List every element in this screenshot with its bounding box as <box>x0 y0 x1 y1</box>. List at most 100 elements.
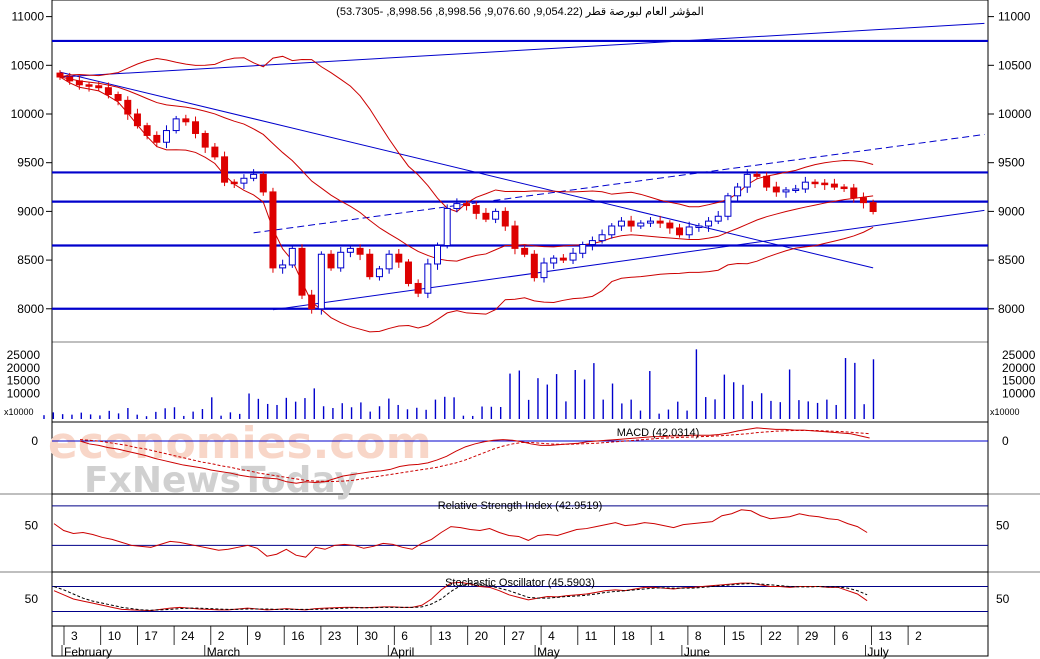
candle-body <box>530 253 538 279</box>
rsi-line <box>53 509 868 558</box>
date-tick-label: 9 <box>255 629 262 643</box>
candle-body <box>308 294 316 310</box>
date-tick-label: 13 <box>878 629 892 643</box>
date-tick-label: 2 <box>218 629 225 643</box>
candle-body <box>153 134 161 143</box>
candle-body <box>598 234 606 242</box>
candle-body <box>279 264 287 269</box>
candle-body <box>646 220 654 224</box>
volume-tick-label-left: 25000 <box>7 348 41 362</box>
candle-body <box>395 253 403 263</box>
date-tick-label: 18 <box>622 629 636 643</box>
date-axis-frame <box>51 625 989 657</box>
stochastic-tick-label-right: 50 <box>996 592 1010 606</box>
price-tick-label-left: 10500 <box>11 58 45 72</box>
candle-body <box>714 215 722 222</box>
candle-body <box>211 146 219 158</box>
stochastic-pct-K-line <box>53 581 868 612</box>
candle-body <box>482 212 490 220</box>
price-tick-label-left: 8000 <box>17 302 44 316</box>
date-tick-label: 3 <box>71 629 78 643</box>
watermark: economies.com FxNewsToday <box>48 418 432 501</box>
candle-body <box>250 173 258 179</box>
candle-body <box>201 132 209 148</box>
date-tick-label: 6 <box>842 629 849 643</box>
volume-tick-label-left: 15000 <box>7 374 41 388</box>
trendline <box>59 71 874 269</box>
candle-body <box>821 182 829 186</box>
candle-body <box>772 186 780 193</box>
rsi-title: Relative Strength Index (42.9519) <box>438 500 603 512</box>
candle-body <box>608 225 616 236</box>
volume-tick-label-left: 20000 <box>7 361 41 375</box>
candle-body <box>637 222 645 227</box>
candle-body <box>143 125 151 136</box>
candle-body <box>443 207 451 246</box>
candle-body <box>559 257 567 261</box>
candle-body <box>801 181 809 190</box>
macd-tick-label-right: 0 <box>1002 434 1009 448</box>
macd-tick-label-left: 0 <box>31 434 38 448</box>
bollinger-upper <box>59 55 874 213</box>
price-tick-label-right: 9000 <box>998 204 1025 218</box>
chart-title: المؤشر العام لبورصة قطر (9,054.22, 9,076… <box>336 6 704 18</box>
macd-title: MACD (42.0314) <box>617 427 700 439</box>
date-tick-label: 16 <box>291 629 305 643</box>
price-panel-frame <box>51 0 989 423</box>
date-tick-label: 23 <box>328 629 342 643</box>
stochastic-tick-label-left: 50 <box>25 592 39 606</box>
stochastic-pct-D-line <box>53 582 868 611</box>
candle-body <box>569 252 577 261</box>
month-label: June <box>684 645 710 659</box>
candle-body <box>95 85 103 89</box>
date-tick-label: 2 <box>915 629 922 643</box>
candle-body <box>114 94 122 101</box>
candle-body <box>666 222 674 229</box>
price-tick-label-right: 8500 <box>998 253 1025 267</box>
candle-body <box>356 247 364 255</box>
candle-body <box>327 253 335 269</box>
candle-body <box>221 156 229 183</box>
candle-body <box>434 244 442 265</box>
date-tick-label: 11 <box>585 629 598 643</box>
date-tick-label: 15 <box>732 629 746 643</box>
candle-body <box>375 268 383 278</box>
candle-body <box>317 253 325 310</box>
volume-tick-label-left: 10000 <box>7 386 41 400</box>
candle-body <box>472 205 480 214</box>
candle-body <box>230 181 238 185</box>
price-tick-label-right: 10500 <box>998 58 1032 72</box>
volume-tick-label-right: 20000 <box>1002 361 1036 375</box>
candle-body <box>240 177 248 184</box>
candle-body <box>133 113 141 127</box>
date-tick-label: 13 <box>438 629 452 643</box>
month-label: July <box>867 645 888 659</box>
volume-tick-label-right: 15000 <box>1002 374 1036 388</box>
candle-body <box>298 247 306 296</box>
candle-body <box>830 183 838 188</box>
rsi-tick-label-left: 50 <box>25 519 39 533</box>
candle-body <box>337 251 345 269</box>
candle-body <box>66 76 74 82</box>
month-label: May <box>537 645 560 659</box>
candle-body <box>705 220 713 227</box>
price-tick-label-right: 8000 <box>998 302 1025 316</box>
candle-body <box>182 118 190 123</box>
candle-body <box>172 118 180 132</box>
volume-unit-right: x10000 <box>990 407 1020 417</box>
macd-signal-line <box>79 429 870 482</box>
candle-body <box>453 203 461 209</box>
candle-body <box>366 253 374 278</box>
candle-body <box>811 181 819 185</box>
price-tick-label-left: 11000 <box>12 10 45 24</box>
date-tick-label: 4 <box>548 629 555 643</box>
volume-tick-label-right: 25000 <box>1002 348 1036 362</box>
candle-body <box>501 210 509 227</box>
price-tick-label-right: 10000 <box>998 107 1032 121</box>
candle-body <box>695 225 703 228</box>
date-tick-label: 30 <box>365 629 379 643</box>
candle-body <box>656 220 664 224</box>
macd-macd-line <box>79 427 870 484</box>
date-tick-label: 20 <box>475 629 489 643</box>
